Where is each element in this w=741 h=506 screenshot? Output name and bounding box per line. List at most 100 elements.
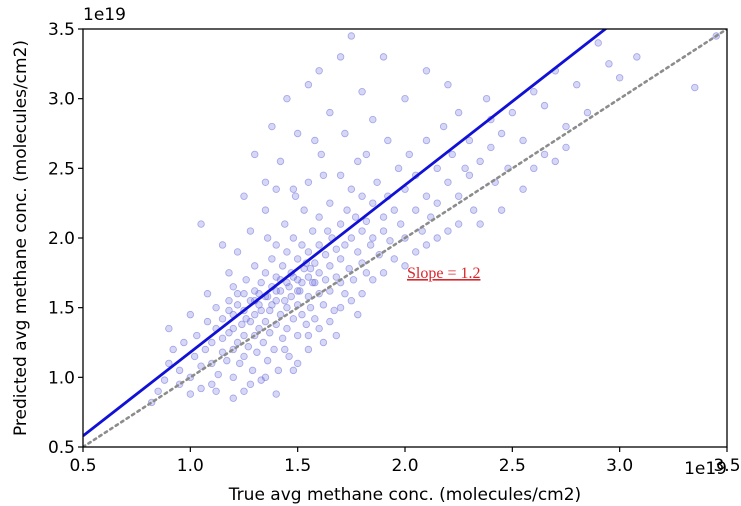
data-point [332,245,341,253]
data-point [272,185,280,193]
data-point [454,108,463,117]
data-point [422,67,431,75]
y-tick-label: 0.5 [48,438,75,458]
data-point [259,338,268,347]
data-point [336,303,345,312]
data-point [306,303,315,312]
data-point [358,227,366,235]
data-point [306,264,315,273]
data-point [302,320,310,329]
y-tick-label: 3.0 [48,90,75,110]
data-point [225,297,233,305]
data-point [379,53,388,61]
data-point [208,338,216,347]
x-tick-label: 3.0 [606,456,633,476]
data-point [197,384,205,393]
data-point [469,206,478,214]
data-point [540,101,549,110]
data-point [304,273,313,281]
data-point [276,310,285,319]
data-point [268,122,276,131]
data-point [311,136,319,145]
data-point [418,227,426,235]
data-point [218,241,227,249]
data-point [293,255,302,263]
data-point [336,220,345,228]
data-point [358,192,366,200]
data-point [298,278,306,287]
data-point [448,150,456,159]
data-point [315,324,323,333]
data-point [508,108,517,117]
data-point [263,356,272,365]
data-point [354,248,362,256]
data-point [285,283,293,291]
data-point [326,317,334,326]
data-point [169,345,177,354]
data-point [293,129,302,138]
data-point [298,241,306,249]
data-point [461,164,469,173]
data-point [242,276,250,284]
data-point [238,320,246,329]
data-point [281,297,289,305]
data-point [278,262,287,270]
data-point [304,178,313,186]
data-point [397,220,405,228]
data-point [289,185,298,193]
x-tick-label: 1.5 [284,456,311,476]
data-point [444,178,452,186]
data-point [261,373,270,382]
data-point [257,376,265,384]
data-point [519,136,527,145]
data-point [225,269,233,277]
data-point [212,387,220,395]
data-point [347,297,356,305]
data-point [283,303,291,312]
data-point [358,87,366,96]
data-point [304,345,313,354]
data-point [233,248,242,256]
data-point [487,143,495,152]
data-point [283,94,291,103]
data-point [311,278,319,287]
data-point [289,234,298,242]
data-point [369,276,377,284]
data-point [272,390,280,398]
data-point [160,376,169,384]
data-point [347,234,356,242]
data-point [422,241,431,249]
data-point [251,287,259,295]
data-point [240,290,248,298]
data-point [390,255,398,263]
data-point [268,255,276,263]
data-point [332,273,341,281]
identity-line [83,29,727,447]
data-point [691,83,699,92]
data-point [283,324,291,333]
data-point [251,262,259,270]
data-point [562,122,570,131]
data-point [354,157,362,166]
data-point [304,81,313,89]
x-offset-label: 1e19 [684,459,727,479]
data-point [296,287,304,295]
data-point [293,359,302,368]
y-axis-label: Predicted avg methane conc. (molecules/c… [11,40,31,436]
data-point [373,178,381,186]
data-points [147,32,720,407]
data-point [401,262,409,270]
data-point [251,150,259,159]
data-point [218,334,227,343]
data-point [311,259,319,267]
data-point [315,269,323,277]
data-point [369,115,377,124]
data-point [386,237,394,245]
data-point [201,345,210,354]
data-point [319,171,328,179]
data-point [257,306,265,315]
data-point [246,380,255,388]
data-point [412,206,420,214]
data-point [551,157,559,166]
data-point [251,310,259,319]
